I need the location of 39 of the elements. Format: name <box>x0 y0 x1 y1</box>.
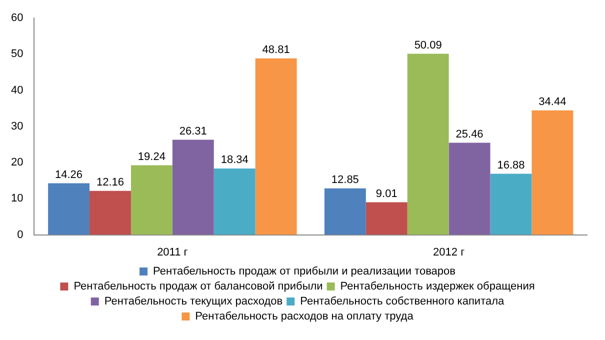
data-label: 19.24 <box>138 150 166 163</box>
y-tick-label: 10 <box>10 192 24 205</box>
data-label: 9.01 <box>376 188 398 200</box>
bar <box>490 174 532 235</box>
data-label: 50.09 <box>414 39 442 52</box>
bar <box>448 142 490 235</box>
bar <box>407 54 449 235</box>
legend-label: Рентабельность собственного капитала <box>300 296 506 308</box>
data-label: 48.81 <box>262 44 290 56</box>
y-tick-label: 30 <box>10 120 24 132</box>
y-tick-label: 50 <box>10 48 24 60</box>
data-label: 34.44 <box>538 96 566 108</box>
data-label: 25.46 <box>456 128 484 140</box>
bar <box>324 188 366 235</box>
y-tick-label: 0 <box>17 228 24 241</box>
y-tick-label: 60 <box>10 12 24 24</box>
bar <box>130 165 172 235</box>
bar <box>532 110 574 235</box>
data-label: 16.88 <box>497 159 525 172</box>
x-tick-label: 2012 г <box>433 246 465 258</box>
bar <box>366 202 408 235</box>
y-tick-label: 40 <box>10 84 24 96</box>
bar <box>172 140 214 235</box>
data-label: 12.16 <box>96 176 124 188</box>
x-tick-label: 2011 г <box>157 246 188 258</box>
data-label: 18.34 <box>220 154 248 166</box>
legend-label: Рентабельность издержек обращения <box>340 280 535 293</box>
bar <box>255 58 297 235</box>
data-label: 26.31 <box>179 125 207 138</box>
data-label: 12.85 <box>331 174 359 186</box>
bar <box>90 190 131 235</box>
y-tick-label: 20 <box>10 156 24 169</box>
legend-label: Рентабельность продаж от балансовой прибыли <box>74 280 323 293</box>
legend-label: Рентабельность расходов на оплату труда <box>195 310 414 323</box>
data-label: 14.26 <box>55 168 83 181</box>
legend-label: Рентабельность текущих расходов <box>104 296 283 308</box>
bar <box>214 168 256 235</box>
legend-label: Рентабельность продаж от прибыли и реализации товаров <box>153 266 456 278</box>
bar <box>48 183 90 235</box>
